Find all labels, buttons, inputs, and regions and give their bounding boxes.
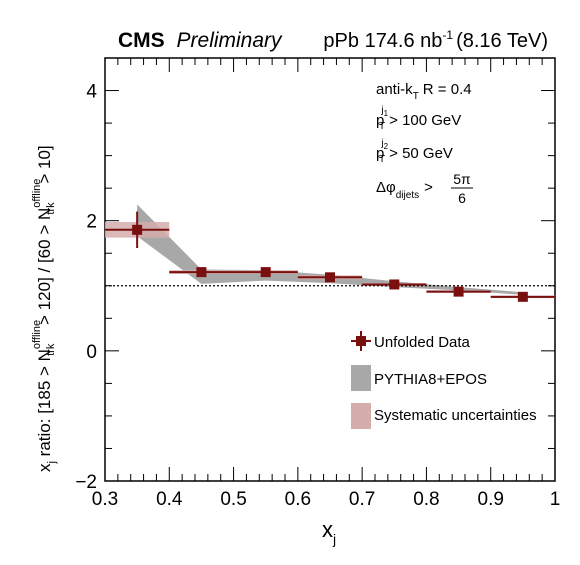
x-tick-label: 0.6 [285, 489, 311, 510]
y-tick-label: −2 [75, 472, 97, 493]
dphi-annotation: Δφdijets > [376, 179, 433, 201]
data-point [517, 291, 528, 302]
algo-annotation: anti-kT R = 0.4 [376, 81, 472, 102]
dphi-denominator: 6 [458, 190, 466, 206]
plot-frame [104, 57, 556, 482]
x-tick-label: 0.5 [220, 489, 246, 510]
pt1-annotation: pj1 T > 100 GeV [376, 105, 461, 132]
svg-text:CMS Preliminary: CMS Preliminary [118, 29, 283, 52]
legend-data-label: Unfolded Data [374, 334, 471, 351]
x-tick-label: 0.4 [156, 489, 183, 510]
x-tick-label: 0.8 [413, 489, 439, 510]
legend-syst-label: Systematic uncertainties [374, 407, 537, 424]
y-axis-label: xj ratio: [185 > Nofflinetrk > 120] / [6… [31, 145, 58, 472]
data-points-group [105, 211, 555, 302]
y-tick-label: 2 [86, 212, 97, 233]
data-point [389, 279, 400, 290]
y-tick-label: 4 [86, 82, 97, 103]
data-point [325, 272, 335, 283]
annotations: anti-kT R = 0.4 pj1 T > 100 GeV pj2 T > 50 Ge… [376, 81, 473, 206]
pt2-annotation: pj2 T > 50 GeV [376, 138, 453, 165]
data-point [132, 224, 143, 235]
y-tick-label: 0 [86, 342, 97, 363]
data-point [453, 286, 464, 297]
experiment-label: CMS [118, 29, 165, 52]
status-label: Preliminary [177, 29, 284, 52]
legend-syst-swatch [351, 403, 371, 429]
y-axis-ticks: −2 0 2 4 [75, 57, 555, 493]
legend-mc-label: PYTHIA8+EPOS [374, 371, 487, 388]
lumi-label: pPb 174.6 nb-1 (8.16 TeV) [323, 28, 548, 52]
dphi-numerator: 5π [453, 171, 471, 187]
data-point [196, 267, 207, 278]
legend-mc-swatch [351, 365, 371, 391]
x-tick-label: 0.3 [92, 489, 118, 510]
legend: Unfolded Data PYTHIA8+EPOS Systematic un… [351, 331, 537, 429]
x-tick-label: 1 [550, 489, 561, 510]
x-axis-label: xj [322, 517, 336, 547]
data-point [260, 267, 271, 278]
x-tick-label: 0.7 [349, 489, 375, 510]
x-axis-ticks: 0.3 0.4 0.5 0.6 0.7 0.8 0.9 1 [92, 58, 561, 510]
x-tick-label: 0.9 [478, 489, 504, 510]
legend-data-marker [356, 336, 366, 346]
